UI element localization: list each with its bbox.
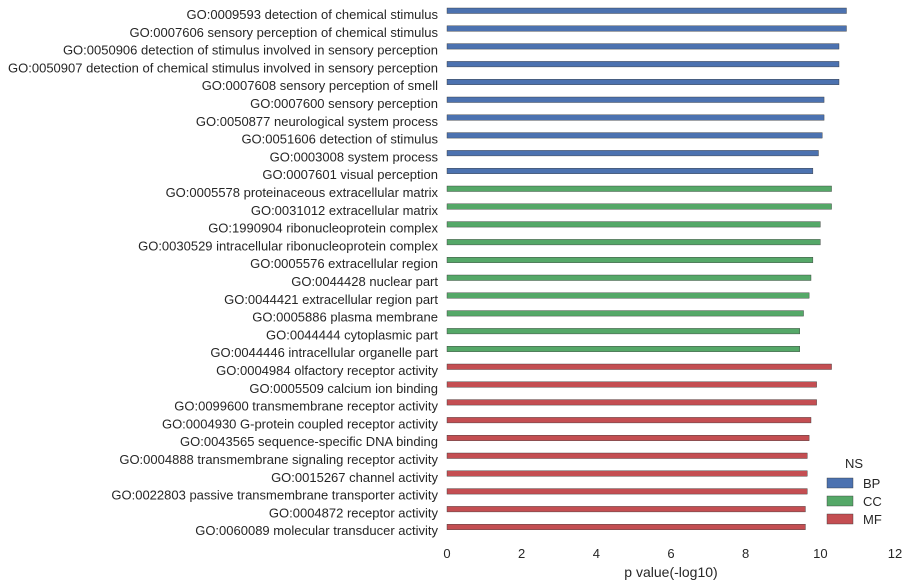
- bar-mf: [446, 435, 810, 441]
- bar-bp: [446, 25, 847, 32]
- legend: NS BP CC MF: [826, 456, 882, 527]
- category-label: GO:0009593 detection of chemical stimulu…: [187, 7, 439, 22]
- category-label: GO:0044444 cytoplasmic part: [266, 327, 438, 342]
- bar-bp: [446, 150, 819, 157]
- x-tick-label: 8: [742, 546, 749, 561]
- bar-bp: [446, 61, 840, 68]
- bars-group: [446, 7, 847, 530]
- category-label: GO:0050877 neurological system process: [196, 114, 439, 129]
- bar-cc: [446, 239, 821, 246]
- category-label: GO:0050907 detection of chemical stimulu…: [8, 60, 438, 75]
- category-label: GO:0007608 sensory perception of smell: [202, 78, 438, 93]
- category-label: GO:0099600 transmembrane receptor activi…: [174, 399, 438, 414]
- bar-mf: [446, 470, 808, 477]
- category-label: GO:0005576 extracellular region: [250, 256, 438, 271]
- legend-swatch-cc: [826, 495, 854, 507]
- category-label: GO:0007601 visual perception: [262, 167, 438, 182]
- category-label: GO:0022803 passive transmembrane transpo…: [111, 488, 438, 503]
- legend-swatch-mf: [826, 513, 854, 525]
- category-label: GO:0005886 plasma membrane: [252, 310, 438, 325]
- x-axis-ticks-group: 0 2 4 6 8 10 12: [443, 546, 902, 561]
- category-label: GO:0050906 detection of stimulus involve…: [63, 43, 438, 58]
- category-label: GO:0004872 receptor activity: [269, 505, 439, 520]
- category-label: GO:0060089 molecular transducer activity: [195, 523, 438, 538]
- category-label: GO:0005578 proteinaceous extracellular m…: [166, 185, 439, 200]
- x-tick-label: 12: [888, 546, 902, 561]
- category-label: GO:0007600 sensory perception: [250, 96, 438, 111]
- bar-bp: [446, 167, 814, 174]
- bar-mf: [446, 524, 806, 530]
- bar-bp: [446, 114, 825, 121]
- category-label: GO:0030529 intracellular ribonucleoprote…: [138, 238, 438, 253]
- category-label: GO:0004930 G-protein coupled receptor ac…: [162, 416, 439, 431]
- bar-mf: [446, 381, 817, 388]
- bar-cc: [446, 292, 810, 299]
- legend-label-mf: MF: [863, 512, 882, 527]
- x-axis-label: p value(-log10): [624, 564, 717, 580]
- bar-cc: [446, 257, 814, 263]
- x-tick-label: 6: [667, 546, 674, 561]
- bar-mf: [446, 363, 832, 370]
- bar-cc: [446, 310, 804, 317]
- category-label: GO:0044428 nuclear part: [291, 274, 438, 289]
- category-label: GO:0003008 system process: [270, 149, 439, 164]
- bar-cc: [446, 346, 800, 352]
- bar-mf: [446, 452, 808, 459]
- x-tick-label: 2: [518, 546, 525, 561]
- bar-bp: [446, 43, 840, 50]
- bar-mf: [446, 417, 812, 424]
- bar-bp: [446, 132, 823, 139]
- category-label: GO:1990904 ribonucleoprotein complex: [208, 221, 438, 236]
- x-tick-label: 0: [443, 546, 450, 561]
- category-label: GO:0044421 extracellular region part: [224, 292, 438, 307]
- bar-mf: [446, 506, 806, 513]
- bar-cc: [446, 328, 800, 335]
- bar-cc: [446, 185, 832, 192]
- category-label: GO:0044446 intracellular organelle part: [210, 345, 438, 360]
- x-tick-label: 10: [813, 546, 827, 561]
- category-label: GO:0031012 extracellular matrix: [251, 203, 439, 218]
- category-label: GO:0004888 transmembrane signaling recep…: [119, 452, 438, 467]
- bar-cc: [446, 221, 821, 228]
- category-label: GO:0015267 channel activity: [271, 470, 438, 485]
- bar-mf: [446, 399, 817, 406]
- bar-bp: [446, 78, 840, 85]
- category-label: GO:0004984 olfactory receptor activity: [216, 363, 438, 378]
- bar-bp: [446, 96, 825, 103]
- legend-entries-group: BP CC MF: [826, 476, 882, 527]
- legend-swatch-bp: [826, 477, 854, 489]
- bar-mf: [446, 488, 808, 495]
- x-tick-label: 4: [593, 546, 600, 561]
- bar-cc: [446, 203, 832, 210]
- legend-label-cc: CC: [863, 494, 882, 509]
- category-label: GO:0051606 detection of stimulus: [241, 132, 438, 147]
- category-labels-group: GO:0009593 detection of chemical stimulu…: [8, 7, 438, 538]
- category-label: GO:0005509 calcium ion binding: [249, 381, 438, 396]
- bar-cc: [446, 274, 812, 281]
- legend-title: NS: [845, 456, 863, 471]
- legend-label-bp: BP: [863, 476, 880, 491]
- category-label: GO:0007606 sensory perception of chemica…: [129, 25, 438, 40]
- bar-bp: [446, 7, 847, 14]
- category-label: GO:0043565 sequence-specific DNA binding: [180, 434, 438, 449]
